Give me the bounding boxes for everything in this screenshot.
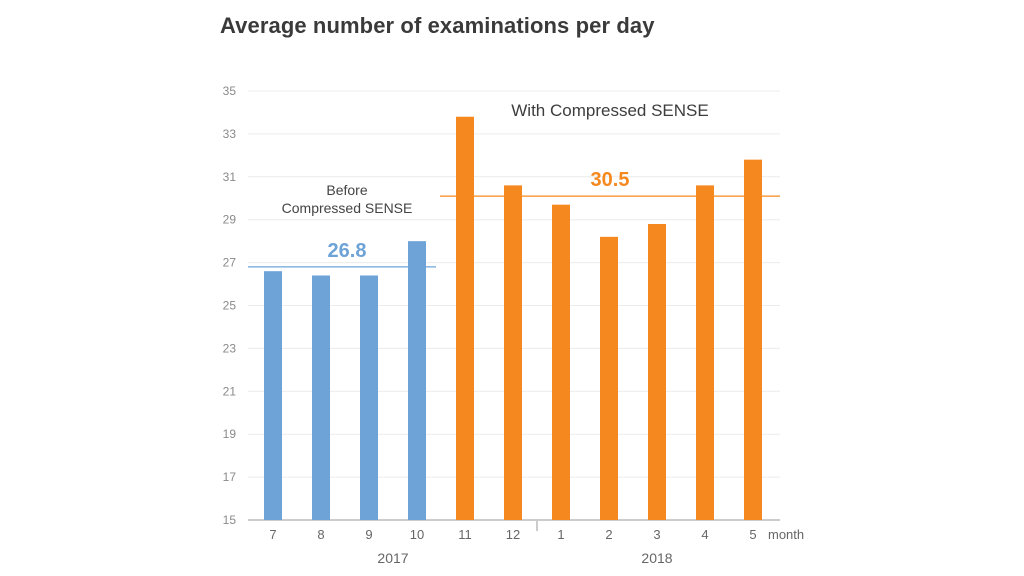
x-tick-label: 11 xyxy=(458,527,472,542)
y-tick-label: 29 xyxy=(223,213,237,227)
y-tick-label: 27 xyxy=(223,256,237,270)
y-tick-label: 17 xyxy=(223,470,237,484)
y-tick-label: 35 xyxy=(223,84,237,98)
y-tick-label: 21 xyxy=(223,384,237,398)
x-tick-label: 9 xyxy=(365,527,372,542)
x-tick-label: 7 xyxy=(269,527,276,542)
bar-with-11 xyxy=(456,116,474,521)
annotation-before-line2: Compressed SENSE xyxy=(282,200,413,216)
y-tick-label: 33 xyxy=(223,127,237,141)
bar-before-7 xyxy=(264,271,282,520)
bar-with-3 xyxy=(648,223,666,521)
bar-with-1 xyxy=(552,204,570,520)
bar-before-9 xyxy=(360,275,378,520)
bar-before-8 xyxy=(312,275,330,520)
x-tick-label: 12 xyxy=(506,527,520,542)
y-tick-label: 25 xyxy=(223,299,237,313)
bar-with-12 xyxy=(504,185,522,520)
x-tick-label: 1 xyxy=(557,527,564,542)
chart-title: Average number of examinations per day xyxy=(220,13,655,38)
y-tick-label: 31 xyxy=(223,170,237,184)
y-tick-label: 23 xyxy=(223,341,237,355)
bar-with-2 xyxy=(600,236,618,521)
bar-before-10 xyxy=(408,241,426,520)
x-tick-label: 5 xyxy=(749,527,756,542)
annotation-with: With Compressed SENSE xyxy=(511,101,708,120)
year-label: 2017 xyxy=(377,550,408,566)
y-tick-label: 19 xyxy=(223,427,237,441)
year-label: 2018 xyxy=(641,550,672,566)
annotation-before-line1: Before xyxy=(326,182,367,198)
x-tick-label: 4 xyxy=(701,527,708,542)
x-tick-label: 3 xyxy=(653,527,660,542)
y-tick-label: 15 xyxy=(223,513,237,527)
average-label-before: 26.8 xyxy=(328,240,367,262)
x-tick-label: 10 xyxy=(410,527,424,542)
x-tick-label: 8 xyxy=(317,527,324,542)
bar-with-5 xyxy=(744,159,762,520)
average-label-with: 30.5 xyxy=(591,169,630,191)
x-tick-label: 2 xyxy=(605,527,612,542)
bar-with-4 xyxy=(696,185,714,520)
x-axis-title: month xyxy=(768,527,804,542)
